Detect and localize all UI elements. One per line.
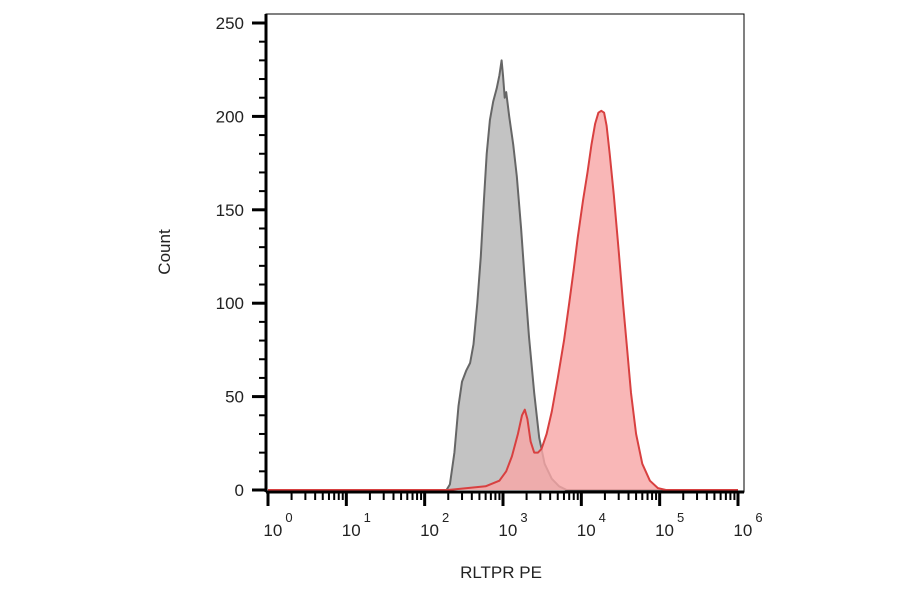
- y-axis: 0 50 100 150 200 250: [216, 14, 268, 500]
- y-tick-label: 250: [216, 14, 244, 33]
- x-tick-exponent: 0: [285, 510, 292, 525]
- series-0-line: [268, 59, 738, 491]
- y-axis-title: Count: [155, 229, 174, 275]
- x-tick-label: 105: [655, 510, 684, 540]
- x-tick-label: 103: [498, 510, 527, 540]
- series-0-area: [268, 60, 738, 491]
- x-tick-exponent: 3: [520, 510, 527, 525]
- x-tick-exponent: 6: [755, 510, 762, 525]
- x-tick-label: 101: [342, 510, 371, 540]
- x-tick-base: 10: [577, 521, 596, 540]
- y-tick-label: 50: [225, 388, 244, 407]
- x-tick-exponent: 2: [442, 510, 449, 525]
- x-tick-exponent: 5: [677, 510, 684, 525]
- y-tick-label: 200: [216, 107, 244, 126]
- x-tick-label: 104: [577, 510, 606, 540]
- y-tick-label: 150: [216, 201, 244, 220]
- y-tick-label: 0: [235, 481, 244, 500]
- series-layer: [268, 59, 738, 491]
- x-tick-base: 10: [263, 521, 282, 540]
- series-1-line: [268, 109, 738, 491]
- x-tick-base: 10: [498, 521, 517, 540]
- x-tick-label: 102: [420, 510, 449, 540]
- series-1-area: [268, 110, 738, 491]
- x-tick-label: 106: [733, 510, 762, 540]
- x-tick-base: 10: [342, 521, 361, 540]
- y-tick-label: 100: [216, 294, 244, 313]
- x-tick-label: 100: [263, 510, 292, 540]
- x-tick-base: 10: [733, 521, 752, 540]
- x-tick-base: 10: [655, 521, 674, 540]
- x-tick-exponent: 4: [599, 510, 606, 525]
- x-axis-title: RLTPR PE: [460, 563, 542, 582]
- x-tick-base: 10: [420, 521, 439, 540]
- x-tick-exponent: 1: [364, 510, 371, 525]
